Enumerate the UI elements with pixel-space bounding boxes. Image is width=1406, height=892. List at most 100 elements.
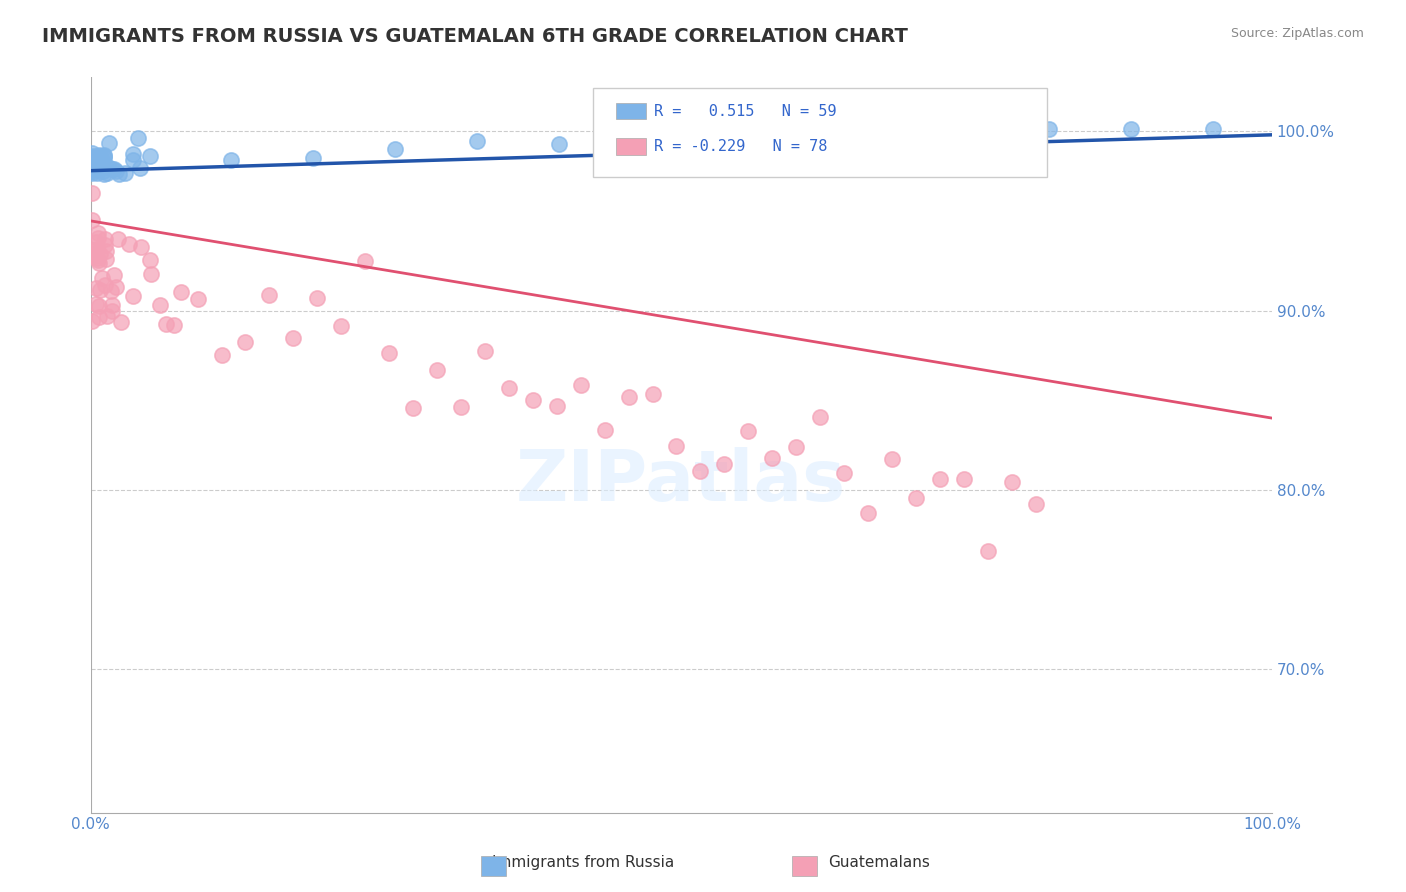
Point (856, 506, 879, 520)
Point (875, 128, 897, 143)
Point (83, 249, 105, 263)
Point (129, 161, 152, 176)
Text: Source: ZipAtlas.com: Source: ZipAtlas.com (1230, 27, 1364, 40)
Point (82, 155, 104, 169)
Point (138, 253, 160, 268)
FancyBboxPatch shape (616, 138, 645, 154)
Point (155, 317, 177, 331)
Point (86, 160, 108, 174)
Point (80, 164, 103, 178)
Point (402, 401, 425, 416)
Point (94, 278, 117, 293)
Point (761, 450, 783, 465)
Point (450, 400, 472, 414)
Point (1025, 497, 1047, 511)
Point (808, 410, 831, 425)
Point (569, 377, 592, 392)
Text: IMMIGRANTS FROM RUSSIA VS GUATEMALAN 6TH GRADE CORRELATION CHART: IMMIGRANTS FROM RUSSIA VS GUATEMALAN 6TH… (42, 27, 908, 45)
Point (82, 150, 104, 164)
Point (80, 213, 103, 227)
Point (101, 304, 124, 318)
Point (713, 458, 735, 472)
Point (118, 237, 141, 252)
Point (86, 252, 108, 266)
Point (82, 150, 104, 164)
Point (83, 162, 105, 177)
Point (83, 151, 105, 165)
Point (221, 153, 243, 167)
Point (378, 346, 401, 360)
Point (880, 452, 903, 467)
Point (84, 281, 107, 295)
Point (1038, 122, 1060, 136)
Point (82, 153, 104, 167)
Point (121, 288, 143, 302)
Text: Immigrants from Russia: Immigrants from Russia (492, 855, 675, 870)
Point (793, 128, 815, 143)
Point (96, 309, 118, 323)
Point (498, 380, 520, 394)
Point (80, 166, 103, 180)
Point (86, 231, 108, 245)
Point (259, 288, 281, 302)
Point (1202, 122, 1225, 136)
Point (103, 268, 125, 283)
Point (82, 151, 104, 165)
Point (384, 142, 406, 156)
Point (97, 160, 120, 174)
Point (689, 464, 711, 478)
Point (80, 186, 103, 200)
Point (170, 285, 193, 299)
FancyBboxPatch shape (593, 88, 1047, 177)
Point (86, 235, 108, 250)
Point (149, 298, 172, 312)
Point (86, 165, 108, 179)
Point (302, 152, 325, 166)
Point (94, 232, 117, 246)
Point (89, 310, 111, 324)
Point (96, 166, 118, 180)
Point (80, 157, 103, 171)
Point (426, 363, 449, 377)
Point (90, 154, 112, 169)
Text: R =   0.515   N = 59: R = 0.515 N = 59 (654, 103, 837, 119)
Point (465, 134, 488, 148)
Point (354, 254, 377, 268)
Point (107, 232, 129, 246)
Point (977, 543, 1000, 558)
Point (737, 425, 759, 439)
Point (904, 491, 927, 506)
Point (87, 226, 110, 240)
Text: Guatemalans: Guatemalans (828, 855, 929, 870)
Point (330, 318, 353, 333)
Point (141, 267, 163, 281)
Point (80, 157, 103, 171)
Point (84, 158, 107, 172)
Point (93, 151, 115, 165)
Point (110, 315, 132, 329)
Point (617, 390, 640, 404)
Point (91, 270, 114, 285)
Point (87, 256, 110, 270)
Point (546, 399, 568, 413)
Text: R = -0.229   N = 78: R = -0.229 N = 78 (654, 139, 828, 154)
Point (114, 166, 136, 180)
Point (82, 247, 104, 261)
Point (104, 164, 127, 178)
Point (522, 392, 544, 407)
Text: ZIPatlas: ZIPatlas (516, 447, 846, 516)
Point (98, 136, 121, 150)
Point (80, 146, 103, 161)
Point (952, 472, 974, 486)
Point (547, 137, 569, 152)
Point (1119, 122, 1142, 136)
Point (1001, 475, 1024, 489)
Point (87, 252, 110, 267)
Point (89, 283, 111, 297)
Point (187, 292, 209, 306)
Point (86, 242, 108, 256)
Point (82, 150, 104, 164)
Point (665, 439, 688, 453)
Point (94, 238, 117, 252)
Point (80, 314, 103, 328)
